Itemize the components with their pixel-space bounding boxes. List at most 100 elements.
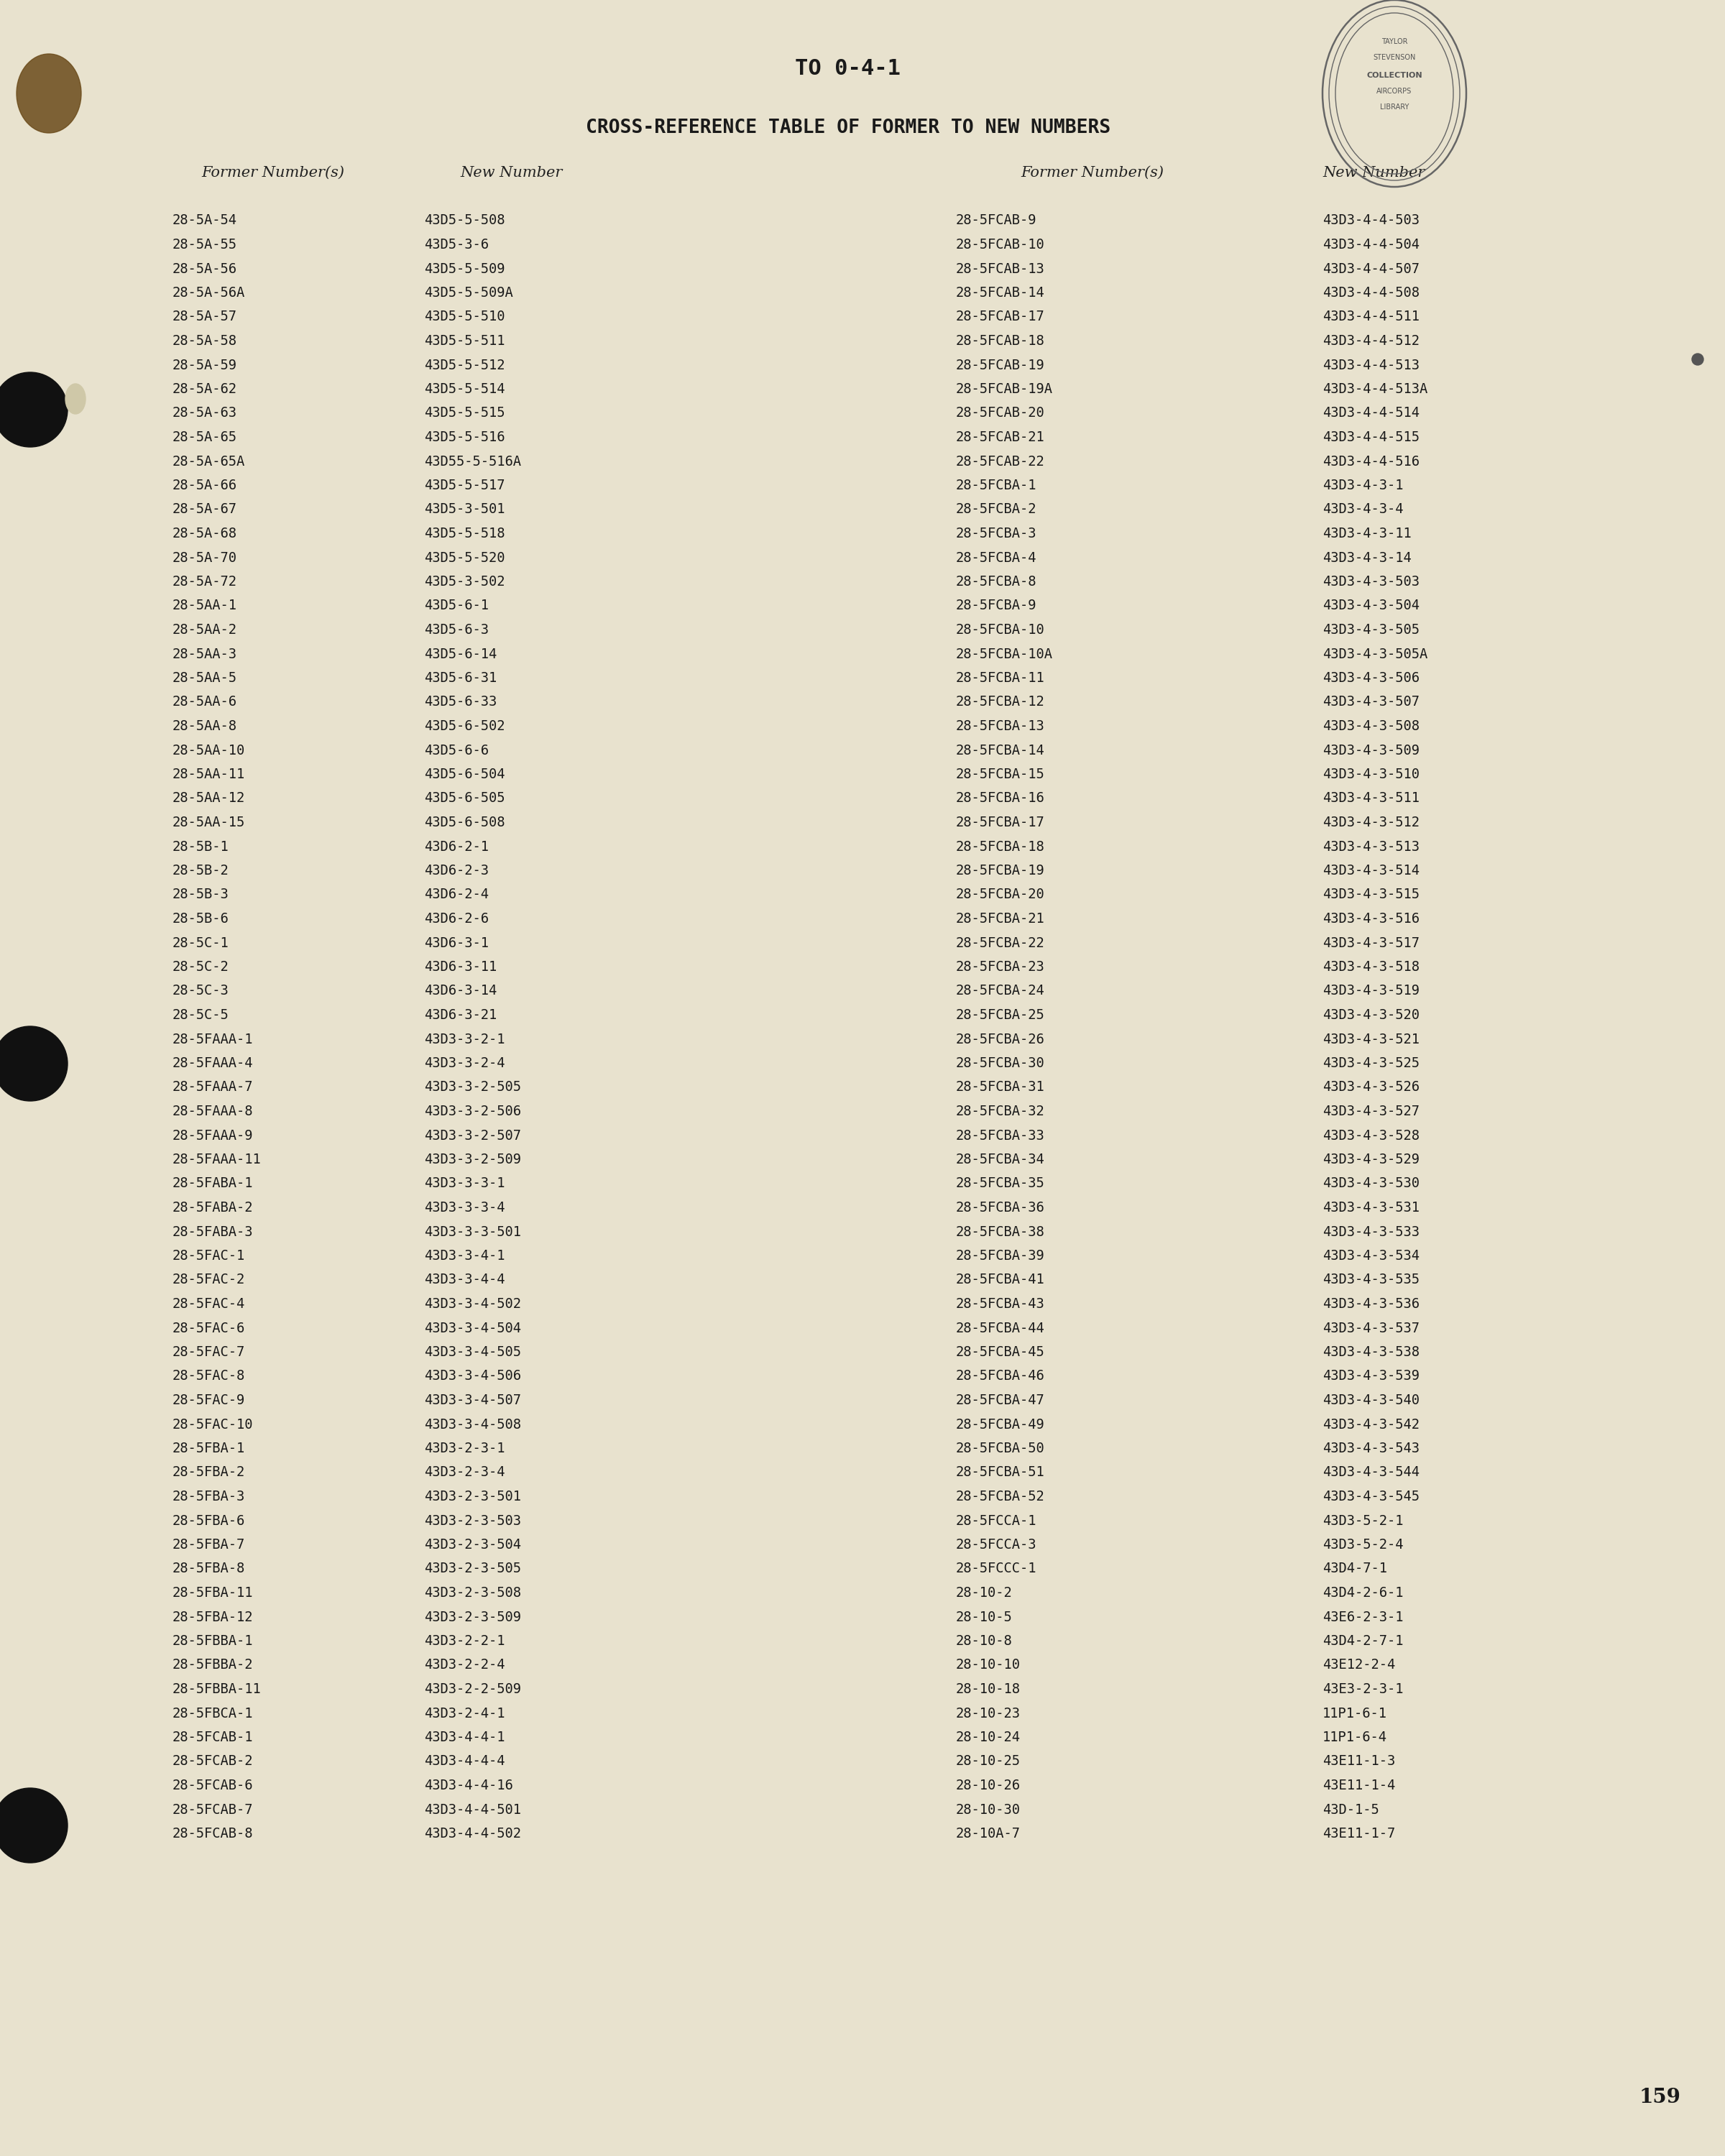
Text: 28-5A-56: 28-5A-56 <box>172 263 238 276</box>
Text: 28-5FCBA-50: 28-5FCBA-50 <box>956 1442 1045 1455</box>
Text: 43D5-6-1: 43D5-6-1 <box>424 599 488 612</box>
Text: 43D3-4-4-502: 43D3-4-4-502 <box>424 1826 521 1841</box>
Text: 43D3-3-3-1: 43D3-3-3-1 <box>424 1177 505 1190</box>
Text: 28-5FCAB-10: 28-5FCAB-10 <box>956 237 1045 252</box>
Text: 28-5AA-2: 28-5AA-2 <box>172 623 238 636</box>
Text: 28-5FCAB-8: 28-5FCAB-8 <box>172 1826 254 1841</box>
Text: 28-5FCCA-3: 28-5FCCA-3 <box>956 1537 1037 1552</box>
Text: CROSS-REFERENCE TABLE OF FORMER TO NEW NUMBERS: CROSS-REFERENCE TABLE OF FORMER TO NEW N… <box>587 119 1111 138</box>
Text: 43D3-4-3-537: 43D3-4-3-537 <box>1323 1322 1420 1335</box>
Text: 43D3-3-4-502: 43D3-3-4-502 <box>424 1298 521 1311</box>
Text: 28-5FABA-1: 28-5FABA-1 <box>172 1177 254 1190</box>
Text: 43D3-4-4-1: 43D3-4-4-1 <box>424 1731 505 1744</box>
Text: 28-10-25: 28-10-25 <box>956 1755 1021 1768</box>
Text: 28-5AA-12: 28-5AA-12 <box>172 791 245 806</box>
Text: 28-5FCBA-1: 28-5FCBA-1 <box>956 479 1037 492</box>
Circle shape <box>0 373 67 446</box>
Text: 28-10-23: 28-10-23 <box>956 1708 1021 1720</box>
Text: 28-10-18: 28-10-18 <box>956 1682 1021 1697</box>
Text: 43D3-4-4-512: 43D3-4-4-512 <box>1323 334 1420 347</box>
Text: LIBRARY: LIBRARY <box>1380 103 1409 110</box>
Text: 28-5FAAA-7: 28-5FAAA-7 <box>172 1080 254 1095</box>
Text: 28-5FBA-1: 28-5FBA-1 <box>172 1442 245 1455</box>
Text: 43D3-4-3-521: 43D3-4-3-521 <box>1323 1033 1420 1046</box>
Text: 43D3-4-3-527: 43D3-4-3-527 <box>1323 1104 1420 1119</box>
Text: 28-5AA-11: 28-5AA-11 <box>172 768 245 780</box>
Text: 43D6-2-4: 43D6-2-4 <box>424 888 488 901</box>
Text: 43D5-3-502: 43D5-3-502 <box>424 576 505 589</box>
Circle shape <box>0 1026 67 1102</box>
Text: 28-5B-6: 28-5B-6 <box>172 912 229 925</box>
Text: 28-5FCAB-19A: 28-5FCAB-19A <box>956 382 1052 397</box>
Text: 43D3-4-3-1: 43D3-4-3-1 <box>1323 479 1404 492</box>
Text: 43D3-4-4-516: 43D3-4-4-516 <box>1323 455 1420 468</box>
Text: 43D3-4-4-501: 43D3-4-4-501 <box>424 1802 521 1815</box>
Text: 43D5-5-511: 43D5-5-511 <box>424 334 505 347</box>
Text: 28-5FCAB-22: 28-5FCAB-22 <box>956 455 1045 468</box>
Text: 43D3-3-2-507: 43D3-3-2-507 <box>424 1130 521 1143</box>
Text: 43D3-3-2-505: 43D3-3-2-505 <box>424 1080 521 1095</box>
Text: 43D4-7-1: 43D4-7-1 <box>1323 1561 1387 1576</box>
Text: 43D3-3-2-509: 43D3-3-2-509 <box>424 1153 521 1166</box>
Text: 43D3-4-3-503: 43D3-4-3-503 <box>1323 576 1420 589</box>
Text: 28-5FCBA-20: 28-5FCBA-20 <box>956 888 1045 901</box>
Text: 28-5FBA-3: 28-5FBA-3 <box>172 1490 245 1503</box>
Text: 28-5A-63: 28-5A-63 <box>172 405 238 420</box>
Text: 43D3-3-4-508: 43D3-3-4-508 <box>424 1419 521 1432</box>
Text: 28-5A-59: 28-5A-59 <box>172 358 238 371</box>
Text: 28-5FBA-2: 28-5FBA-2 <box>172 1466 245 1479</box>
Text: 28-10-26: 28-10-26 <box>956 1779 1021 1792</box>
Text: 28-5AA-10: 28-5AA-10 <box>172 744 245 757</box>
Text: 43D3-4-3-526: 43D3-4-3-526 <box>1323 1080 1420 1095</box>
Text: 43D3-4-4-507: 43D3-4-4-507 <box>1323 263 1420 276</box>
Text: 28-5FBA-7: 28-5FBA-7 <box>172 1537 245 1552</box>
Text: 43D3-4-3-507: 43D3-4-3-507 <box>1323 694 1420 709</box>
Text: 43D5-6-505: 43D5-6-505 <box>424 791 505 806</box>
Text: 28-5FCBA-3: 28-5FCBA-3 <box>956 526 1037 541</box>
Text: TAYLOR: TAYLOR <box>1382 39 1408 45</box>
Text: 28-5FCBA-21: 28-5FCBA-21 <box>956 912 1045 925</box>
Text: 43D5-6-502: 43D5-6-502 <box>424 720 505 733</box>
Text: 28-5FCBA-26: 28-5FCBA-26 <box>956 1033 1045 1046</box>
Text: 28-5B-2: 28-5B-2 <box>172 865 229 877</box>
Text: 43D5-6-508: 43D5-6-508 <box>424 815 505 830</box>
Text: 28-5FCBA-13: 28-5FCBA-13 <box>956 720 1045 733</box>
Text: 43D5-5-510: 43D5-5-510 <box>424 310 505 323</box>
Text: 43D5-5-515: 43D5-5-515 <box>424 405 505 420</box>
Text: 28-10-10: 28-10-10 <box>956 1658 1021 1673</box>
Text: 28-5C-3: 28-5C-3 <box>172 983 229 998</box>
Text: 28-5FAC-2: 28-5FAC-2 <box>172 1272 245 1287</box>
Text: 43D3-4-4-16: 43D3-4-4-16 <box>424 1779 512 1792</box>
Text: 28-10A-7: 28-10A-7 <box>956 1826 1021 1841</box>
Text: 28-5FCAB-9: 28-5FCAB-9 <box>956 213 1037 229</box>
Text: 43D3-4-3-517: 43D3-4-3-517 <box>1323 936 1420 949</box>
Text: 28-5A-65: 28-5A-65 <box>172 431 238 444</box>
Text: 28-5FCAB-19: 28-5FCAB-19 <box>956 358 1045 371</box>
Text: 43D3-5-2-1: 43D3-5-2-1 <box>1323 1514 1404 1526</box>
Text: 28-5FAAA-8: 28-5FAAA-8 <box>172 1104 254 1119</box>
Text: 28-5FCBA-35: 28-5FCBA-35 <box>956 1177 1045 1190</box>
Text: 159: 159 <box>1639 2087 1682 2106</box>
Text: 43D5-3-6: 43D5-3-6 <box>424 237 488 252</box>
Text: 43D3-4-3-511: 43D3-4-3-511 <box>1323 791 1420 806</box>
Text: 43D3-4-4-4: 43D3-4-4-4 <box>424 1755 505 1768</box>
Text: 43D3-4-3-509: 43D3-4-3-509 <box>1323 744 1420 757</box>
Text: 43D3-2-3-508: 43D3-2-3-508 <box>424 1587 521 1600</box>
Text: 28-5FCBA-24: 28-5FCBA-24 <box>956 983 1045 998</box>
Text: 28-5A-57: 28-5A-57 <box>172 310 238 323</box>
Text: 28-10-8: 28-10-8 <box>956 1634 1013 1647</box>
Text: 28-5FAC-4: 28-5FAC-4 <box>172 1298 245 1311</box>
Text: 28-5AA-8: 28-5AA-8 <box>172 720 238 733</box>
Text: 28-5C-1: 28-5C-1 <box>172 936 229 949</box>
Text: 28-5FCBA-16: 28-5FCBA-16 <box>956 791 1045 806</box>
Text: 28-5FCBA-52: 28-5FCBA-52 <box>956 1490 1045 1503</box>
Text: 43D55-5-516A: 43D55-5-516A <box>424 455 521 468</box>
Text: 28-5FABA-3: 28-5FABA-3 <box>172 1225 254 1238</box>
Text: 43D3-4-3-534: 43D3-4-3-534 <box>1323 1248 1420 1263</box>
Text: 28-5FCCC-1: 28-5FCCC-1 <box>956 1561 1037 1576</box>
Text: 43D3-4-3-514: 43D3-4-3-514 <box>1323 865 1420 877</box>
Text: 28-5FAAA-11: 28-5FAAA-11 <box>172 1153 262 1166</box>
Text: 43D3-4-3-531: 43D3-4-3-531 <box>1323 1201 1420 1214</box>
Text: 28-5FCBA-38: 28-5FCBA-38 <box>956 1225 1045 1238</box>
Text: 43D-1-5: 43D-1-5 <box>1323 1802 1378 1815</box>
